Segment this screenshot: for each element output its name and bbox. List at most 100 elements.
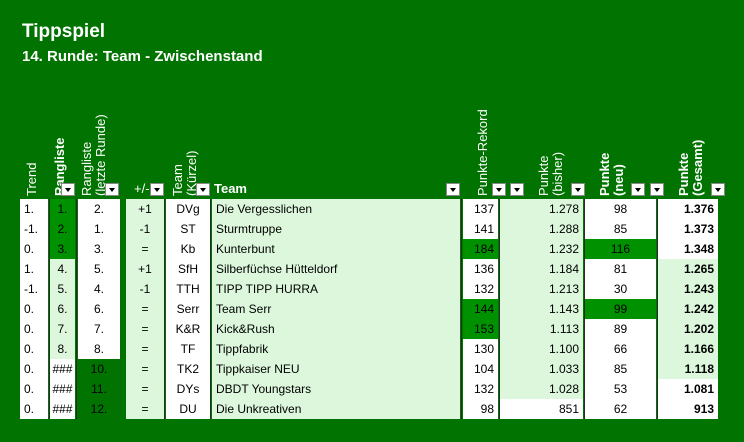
cell-neu: 89	[585, 319, 656, 339]
cell-rang: 7.	[50, 319, 75, 339]
cell-rekord: 132	[463, 379, 498, 399]
cell-trend: -1.	[20, 279, 48, 299]
cell-team: Tippkaiser NEU	[212, 359, 460, 379]
cell-rekord: 132	[463, 279, 498, 299]
cell-kurz: DVg	[166, 199, 210, 219]
header-team: Team	[214, 181, 247, 196]
cell-pm: =	[126, 339, 164, 359]
grid-line	[499, 199, 500, 419]
header-plusminus: +/-	[134, 181, 150, 196]
cell-gesamt: 1.376	[658, 199, 718, 219]
grid-line	[210, 199, 211, 419]
cell-pm: =	[126, 299, 164, 319]
cell-neu: 116	[585, 239, 656, 259]
cell-letzte: 1.	[78, 219, 120, 239]
cell-rekord: 144	[463, 299, 498, 319]
filter-neu-dropdown-icon[interactable]	[631, 183, 645, 196]
cell-bisher: 1.288	[500, 219, 583, 239]
grid-line	[49, 199, 50, 419]
cell-pm: =	[126, 399, 164, 419]
cell-pm: =	[126, 359, 164, 379]
cell-trend: 1.	[20, 259, 48, 279]
header-rangliste-letzte: Rangliste (letzte Runde)	[79, 114, 108, 196]
cell-gesamt: 1.242	[658, 299, 718, 319]
cell-kurz: DU	[166, 399, 210, 419]
cell-kurz: TF	[166, 339, 210, 359]
cell-bisher: 851	[500, 399, 583, 419]
cell-trend: 1.	[20, 199, 48, 219]
cell-neu: 98	[585, 199, 656, 219]
cell-neu: 81	[585, 259, 656, 279]
grid-line	[657, 199, 658, 419]
cell-trend: 0.	[20, 299, 48, 319]
cell-letzte: 8.	[78, 339, 120, 359]
header-trend: Trend	[24, 162, 39, 196]
filter-rekord2-dropdown-icon[interactable]	[510, 183, 524, 196]
cell-pm: =	[126, 319, 164, 339]
cell-kurz: Kb	[166, 239, 210, 259]
cell-letzte: 10.	[90, 362, 108, 376]
cell-letzte: 11.	[91, 382, 107, 396]
header-team-kurz: Team (Kürzel)	[170, 150, 199, 196]
page-title: Tippspiel	[22, 21, 106, 42]
cell-kurz: TTH	[166, 279, 210, 299]
filter-rekord-dropdown-icon[interactable]	[492, 183, 506, 196]
cell-kurz: Serr	[166, 299, 210, 319]
cell-rekord: 98	[463, 399, 498, 419]
cell-rang: ###	[50, 399, 75, 419]
cell-rekord: 136	[463, 259, 498, 279]
cell-pm: =	[126, 239, 164, 259]
header-neu: Punkte (neu)	[597, 152, 626, 196]
cell-pm: +1	[126, 199, 164, 219]
cell-letzte: 3.	[78, 239, 120, 259]
cell-trend: 0.	[20, 399, 48, 419]
filter-rangliste-letzte-dropdown-icon[interactable]	[105, 183, 119, 196]
cell-bisher: 1.028	[500, 379, 583, 399]
cell-kurz: K&R	[166, 319, 210, 339]
cell-team: Tippfabrik	[212, 339, 460, 359]
cell-team: Silberfüchse Hütteldorf	[212, 259, 460, 279]
cell-rang: 5.	[50, 279, 75, 299]
filter-neu2-dropdown-icon[interactable]	[650, 183, 664, 196]
filter-team-kurz-dropdown-icon[interactable]	[196, 183, 210, 196]
cell-rekord: 184	[463, 239, 498, 259]
cell-pm: -1	[126, 279, 164, 299]
cell-rang: 2.	[50, 219, 75, 239]
cell-kurz: ST	[166, 219, 210, 239]
filter-gesamt-dropdown-icon[interactable]	[711, 183, 725, 196]
filter-team-dropdown-icon[interactable]	[446, 183, 460, 196]
cell-trend: 0.	[20, 379, 48, 399]
header-rekord: Punkte-Rekord	[475, 109, 490, 196]
cell-team: Team Serr	[212, 299, 460, 319]
cell-letzte: 5.	[78, 259, 120, 279]
grid-line	[76, 199, 77, 419]
cell-gesamt: 1.373	[658, 219, 718, 239]
cell-team: DBDT Youngstars	[212, 379, 460, 399]
cell-gesamt: 1.166	[658, 339, 718, 359]
cell-trend: 0.	[20, 319, 48, 339]
filter-plusminus-dropdown-icon[interactable]	[150, 183, 164, 196]
cell-letzte: 4.	[78, 279, 120, 299]
cell-bisher: 1.143	[500, 299, 583, 319]
cell-trend: 0.	[20, 339, 48, 359]
filter-bisher-dropdown-icon[interactable]	[571, 183, 585, 196]
cell-bisher: 1.232	[500, 239, 583, 259]
cell-kurz: DYs	[166, 379, 210, 399]
cell-rang: 4.	[50, 259, 75, 279]
cell-trend: -1.	[20, 219, 48, 239]
cell-bisher: 1.033	[500, 359, 583, 379]
cell-rekord: 153	[463, 319, 498, 339]
cell-gesamt: 1.118	[658, 359, 718, 379]
cell-gesamt: 1.081	[658, 379, 718, 399]
cell-neu: 85	[585, 359, 656, 379]
filter-rangliste-dropdown-icon[interactable]	[61, 183, 75, 196]
cell-team: TIPP TIPP HURRA	[212, 279, 460, 299]
grid-line	[164, 199, 165, 419]
cell-bisher: 1.113	[500, 319, 583, 339]
cell-kurz: SfH	[166, 259, 210, 279]
cell-letzte: 2.	[78, 199, 120, 219]
cell-bisher: 1.213	[500, 279, 583, 299]
cell-gesamt: 1.202	[658, 319, 718, 339]
cell-rekord: 130	[463, 339, 498, 359]
cell-rang: 3.	[50, 239, 75, 259]
